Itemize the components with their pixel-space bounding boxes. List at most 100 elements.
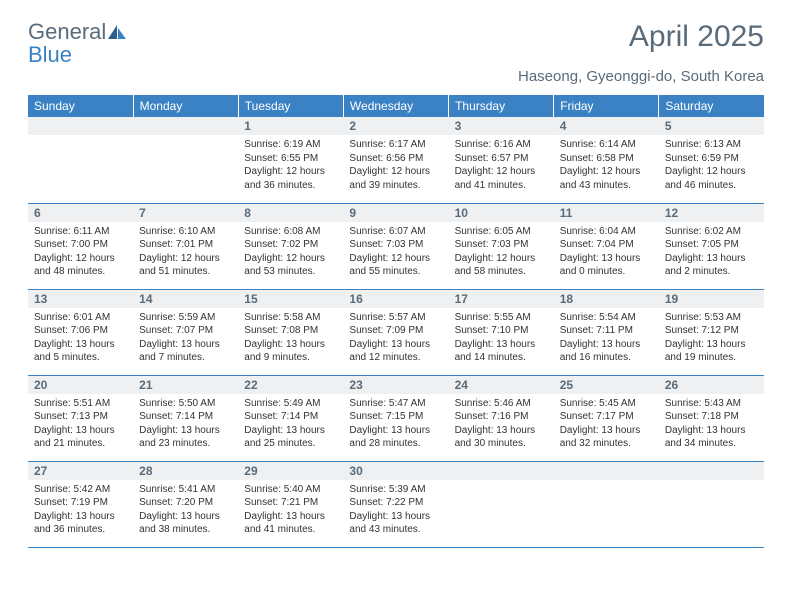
day-number: 11 <box>554 204 659 222</box>
sunrise-line: Sunrise: 5:43 AM <box>665 397 758 411</box>
sunset-value: 7:07 PM <box>176 325 213 336</box>
sunset-line: Sunset: 7:18 PM <box>665 410 758 424</box>
sunset-line: Sunset: 7:07 PM <box>139 324 232 338</box>
calendar-cell: 7Sunrise: 6:10 AMSunset: 7:01 PMDaylight… <box>133 203 238 289</box>
daylight-value: 13 hours and 30 minutes. <box>455 425 536 450</box>
col-thursday: Thursday <box>449 95 554 117</box>
calendar-cell: 10Sunrise: 6:05 AMSunset: 7:03 PMDayligh… <box>449 203 554 289</box>
day-body-empty <box>449 480 554 540</box>
sunset-line: Sunset: 7:10 PM <box>455 324 548 338</box>
day-number: 23 <box>343 376 448 394</box>
sunrise-value: 6:08 AM <box>284 226 321 237</box>
day-number: 15 <box>238 290 343 308</box>
sunrise-value: 6:05 AM <box>494 226 531 237</box>
day-body: Sunrise: 6:19 AMSunset: 6:55 PMDaylight:… <box>238 135 343 196</box>
daylight-value: 13 hours and 34 minutes. <box>665 425 746 450</box>
sunset-value: 6:58 PM <box>596 153 633 164</box>
col-saturday: Saturday <box>659 95 764 117</box>
sunrise-value: 6:11 AM <box>73 226 109 237</box>
daylight-value: 12 hours and 36 minutes. <box>244 166 325 191</box>
calendar-week-row: 13Sunrise: 6:01 AMSunset: 7:06 PMDayligh… <box>28 289 764 375</box>
sunrise-line: Sunrise: 6:10 AM <box>139 225 232 239</box>
day-body: Sunrise: 5:49 AMSunset: 7:14 PMDaylight:… <box>238 394 343 455</box>
calendar-week-row: 6Sunrise: 6:11 AMSunset: 7:00 PMDaylight… <box>28 203 764 289</box>
sunrise-line: Sunrise: 6:19 AM <box>244 138 337 152</box>
daylight-line: Daylight: 13 hours and 0 minutes. <box>560 252 653 279</box>
daylight-line: Daylight: 12 hours and 51 minutes. <box>139 252 232 279</box>
day-number: 7 <box>133 204 238 222</box>
daylight-value: 12 hours and 41 minutes. <box>455 166 536 191</box>
sunset-value: 7:19 PM <box>71 497 108 508</box>
day-number-empty <box>554 462 659 480</box>
sunset-line: Sunset: 7:21 PM <box>244 496 337 510</box>
daylight-line: Daylight: 12 hours and 48 minutes. <box>34 252 127 279</box>
daylight-value: 12 hours and 43 minutes. <box>560 166 641 191</box>
sunrise-line: Sunrise: 6:04 AM <box>560 225 653 239</box>
daylight-line: Daylight: 13 hours and 32 minutes. <box>560 424 653 451</box>
sunset-line: Sunset: 6:56 PM <box>349 152 442 166</box>
day-number: 17 <box>449 290 554 308</box>
calendar-cell: 19Sunrise: 5:53 AMSunset: 7:12 PMDayligh… <box>659 289 764 375</box>
day-body: Sunrise: 6:04 AMSunset: 7:04 PMDaylight:… <box>554 222 659 283</box>
calendar-cell: 30Sunrise: 5:39 AMSunset: 7:22 PMDayligh… <box>343 461 448 547</box>
sunrise-value: 5:39 AM <box>389 484 426 495</box>
sail-icon <box>108 20 126 34</box>
day-number: 28 <box>133 462 238 480</box>
day-number: 19 <box>659 290 764 308</box>
calendar-cell <box>133 117 238 203</box>
sunrise-line: Sunrise: 5:58 AM <box>244 311 337 325</box>
sunrise-value: 6:10 AM <box>179 226 216 237</box>
day-body: Sunrise: 5:50 AMSunset: 7:14 PMDaylight:… <box>133 394 238 455</box>
daylight-line: Daylight: 12 hours and 36 minutes. <box>244 165 337 192</box>
day-body: Sunrise: 6:17 AMSunset: 6:56 PMDaylight:… <box>343 135 448 196</box>
calendar-cell: 3Sunrise: 6:16 AMSunset: 6:57 PMDaylight… <box>449 117 554 203</box>
daylight-line: Daylight: 13 hours and 34 minutes. <box>665 424 758 451</box>
sunrise-value: 6:02 AM <box>704 226 741 237</box>
sunrise-value: 5:51 AM <box>73 398 110 409</box>
daylight-value: 12 hours and 53 minutes. <box>244 253 325 278</box>
page-title: April 2025 <box>629 20 764 54</box>
daylight-value: 13 hours and 19 minutes. <box>665 339 746 364</box>
calendar-cell: 1Sunrise: 6:19 AMSunset: 6:55 PMDaylight… <box>238 117 343 203</box>
daylight-value: 13 hours and 16 minutes. <box>560 339 641 364</box>
sunrise-line: Sunrise: 5:41 AM <box>139 483 232 497</box>
day-number: 9 <box>343 204 448 222</box>
day-body: Sunrise: 5:40 AMSunset: 7:21 PMDaylight:… <box>238 480 343 541</box>
sunset-line: Sunset: 7:11 PM <box>560 324 653 338</box>
daylight-line: Daylight: 13 hours and 41 minutes. <box>244 510 337 537</box>
daylight-value: 12 hours and 55 minutes. <box>349 253 430 278</box>
calendar-cell: 2Sunrise: 6:17 AMSunset: 6:56 PMDaylight… <box>343 117 448 203</box>
daylight-value: 12 hours and 58 minutes. <box>455 253 536 278</box>
daylight-line: Daylight: 12 hours and 53 minutes. <box>244 252 337 279</box>
day-body: Sunrise: 5:47 AMSunset: 7:15 PMDaylight:… <box>343 394 448 455</box>
sunset-value: 7:21 PM <box>281 497 318 508</box>
sunset-value: 7:04 PM <box>596 239 633 250</box>
sunset-line: Sunset: 7:06 PM <box>34 324 127 338</box>
calendar-cell <box>449 461 554 547</box>
calendar-cell: 25Sunrise: 5:45 AMSunset: 7:17 PMDayligh… <box>554 375 659 461</box>
sunrise-line: Sunrise: 5:46 AM <box>455 397 548 411</box>
day-number: 14 <box>133 290 238 308</box>
daylight-line: Daylight: 13 hours and 16 minutes. <box>560 338 653 365</box>
col-wednesday: Wednesday <box>343 95 448 117</box>
calendar-cell: 12Sunrise: 6:02 AMSunset: 7:05 PMDayligh… <box>659 203 764 289</box>
calendar-cell: 13Sunrise: 6:01 AMSunset: 7:06 PMDayligh… <box>28 289 133 375</box>
day-number: 24 <box>449 376 554 394</box>
sunset-value: 6:56 PM <box>386 153 423 164</box>
day-body: Sunrise: 6:01 AMSunset: 7:06 PMDaylight:… <box>28 308 133 369</box>
sunset-value: 7:01 PM <box>176 239 213 250</box>
day-number-empty <box>449 462 554 480</box>
calendar-cell: 4Sunrise: 6:14 AMSunset: 6:58 PMDaylight… <box>554 117 659 203</box>
day-body: Sunrise: 5:51 AMSunset: 7:13 PMDaylight:… <box>28 394 133 455</box>
day-number: 25 <box>554 376 659 394</box>
sunrise-value: 6:01 AM <box>73 312 110 323</box>
day-body: Sunrise: 5:58 AMSunset: 7:08 PMDaylight:… <box>238 308 343 369</box>
sunrise-value: 5:55 AM <box>494 312 531 323</box>
sunset-line: Sunset: 7:16 PM <box>455 410 548 424</box>
day-body: Sunrise: 5:55 AMSunset: 7:10 PMDaylight:… <box>449 308 554 369</box>
calendar-cell: 11Sunrise: 6:04 AMSunset: 7:04 PMDayligh… <box>554 203 659 289</box>
sunset-line: Sunset: 7:12 PM <box>665 324 758 338</box>
sunrise-value: 6:13 AM <box>704 139 741 150</box>
calendar-cell: 15Sunrise: 5:58 AMSunset: 7:08 PMDayligh… <box>238 289 343 375</box>
sunset-value: 7:00 PM <box>71 239 108 250</box>
